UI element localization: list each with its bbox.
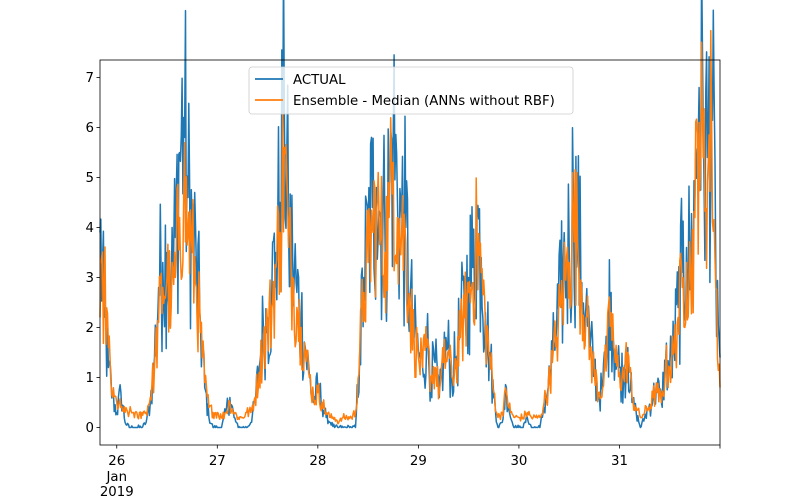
x-tick-label: 28 bbox=[309, 454, 326, 469]
y-tick-label: 4 bbox=[86, 221, 94, 236]
y-tick-label: 0 bbox=[86, 421, 94, 436]
y-tick-label: 6 bbox=[86, 121, 94, 136]
x-tick-sublabel: Jan bbox=[106, 470, 128, 485]
y-axis: 0 1 2 3 4 5 6 7 bbox=[86, 71, 100, 436]
y-tick-label: 1 bbox=[86, 371, 94, 386]
x-tick-label: 27 bbox=[209, 454, 226, 469]
x-tick-label: 26 bbox=[108, 454, 125, 469]
series-line-ensemble-median bbox=[99, 29, 721, 425]
plot-frame bbox=[99, 59, 721, 446]
x-tick-sublabel: 2019 bbox=[100, 485, 134, 500]
legend-box bbox=[248, 66, 574, 115]
legend: ACTUAL Ensemble - Median (ANNs without R… bbox=[248, 66, 574, 115]
x-tick-label: 30 bbox=[510, 454, 527, 469]
y-tick-label: 5 bbox=[86, 171, 94, 186]
legend-label-ensemble-median: Ensemble - Median (ANNs without RBF) bbox=[293, 94, 555, 109]
y-tick-label: 3 bbox=[86, 271, 94, 286]
x-tick-label: 29 bbox=[410, 454, 427, 469]
y-tick-label: 7 bbox=[86, 71, 94, 86]
y-tick-label: 2 bbox=[86, 321, 94, 336]
legend-label-actual: ACTUAL bbox=[293, 73, 346, 88]
series-layer bbox=[99, 0, 721, 429]
x-tick-label: 31 bbox=[611, 454, 628, 469]
